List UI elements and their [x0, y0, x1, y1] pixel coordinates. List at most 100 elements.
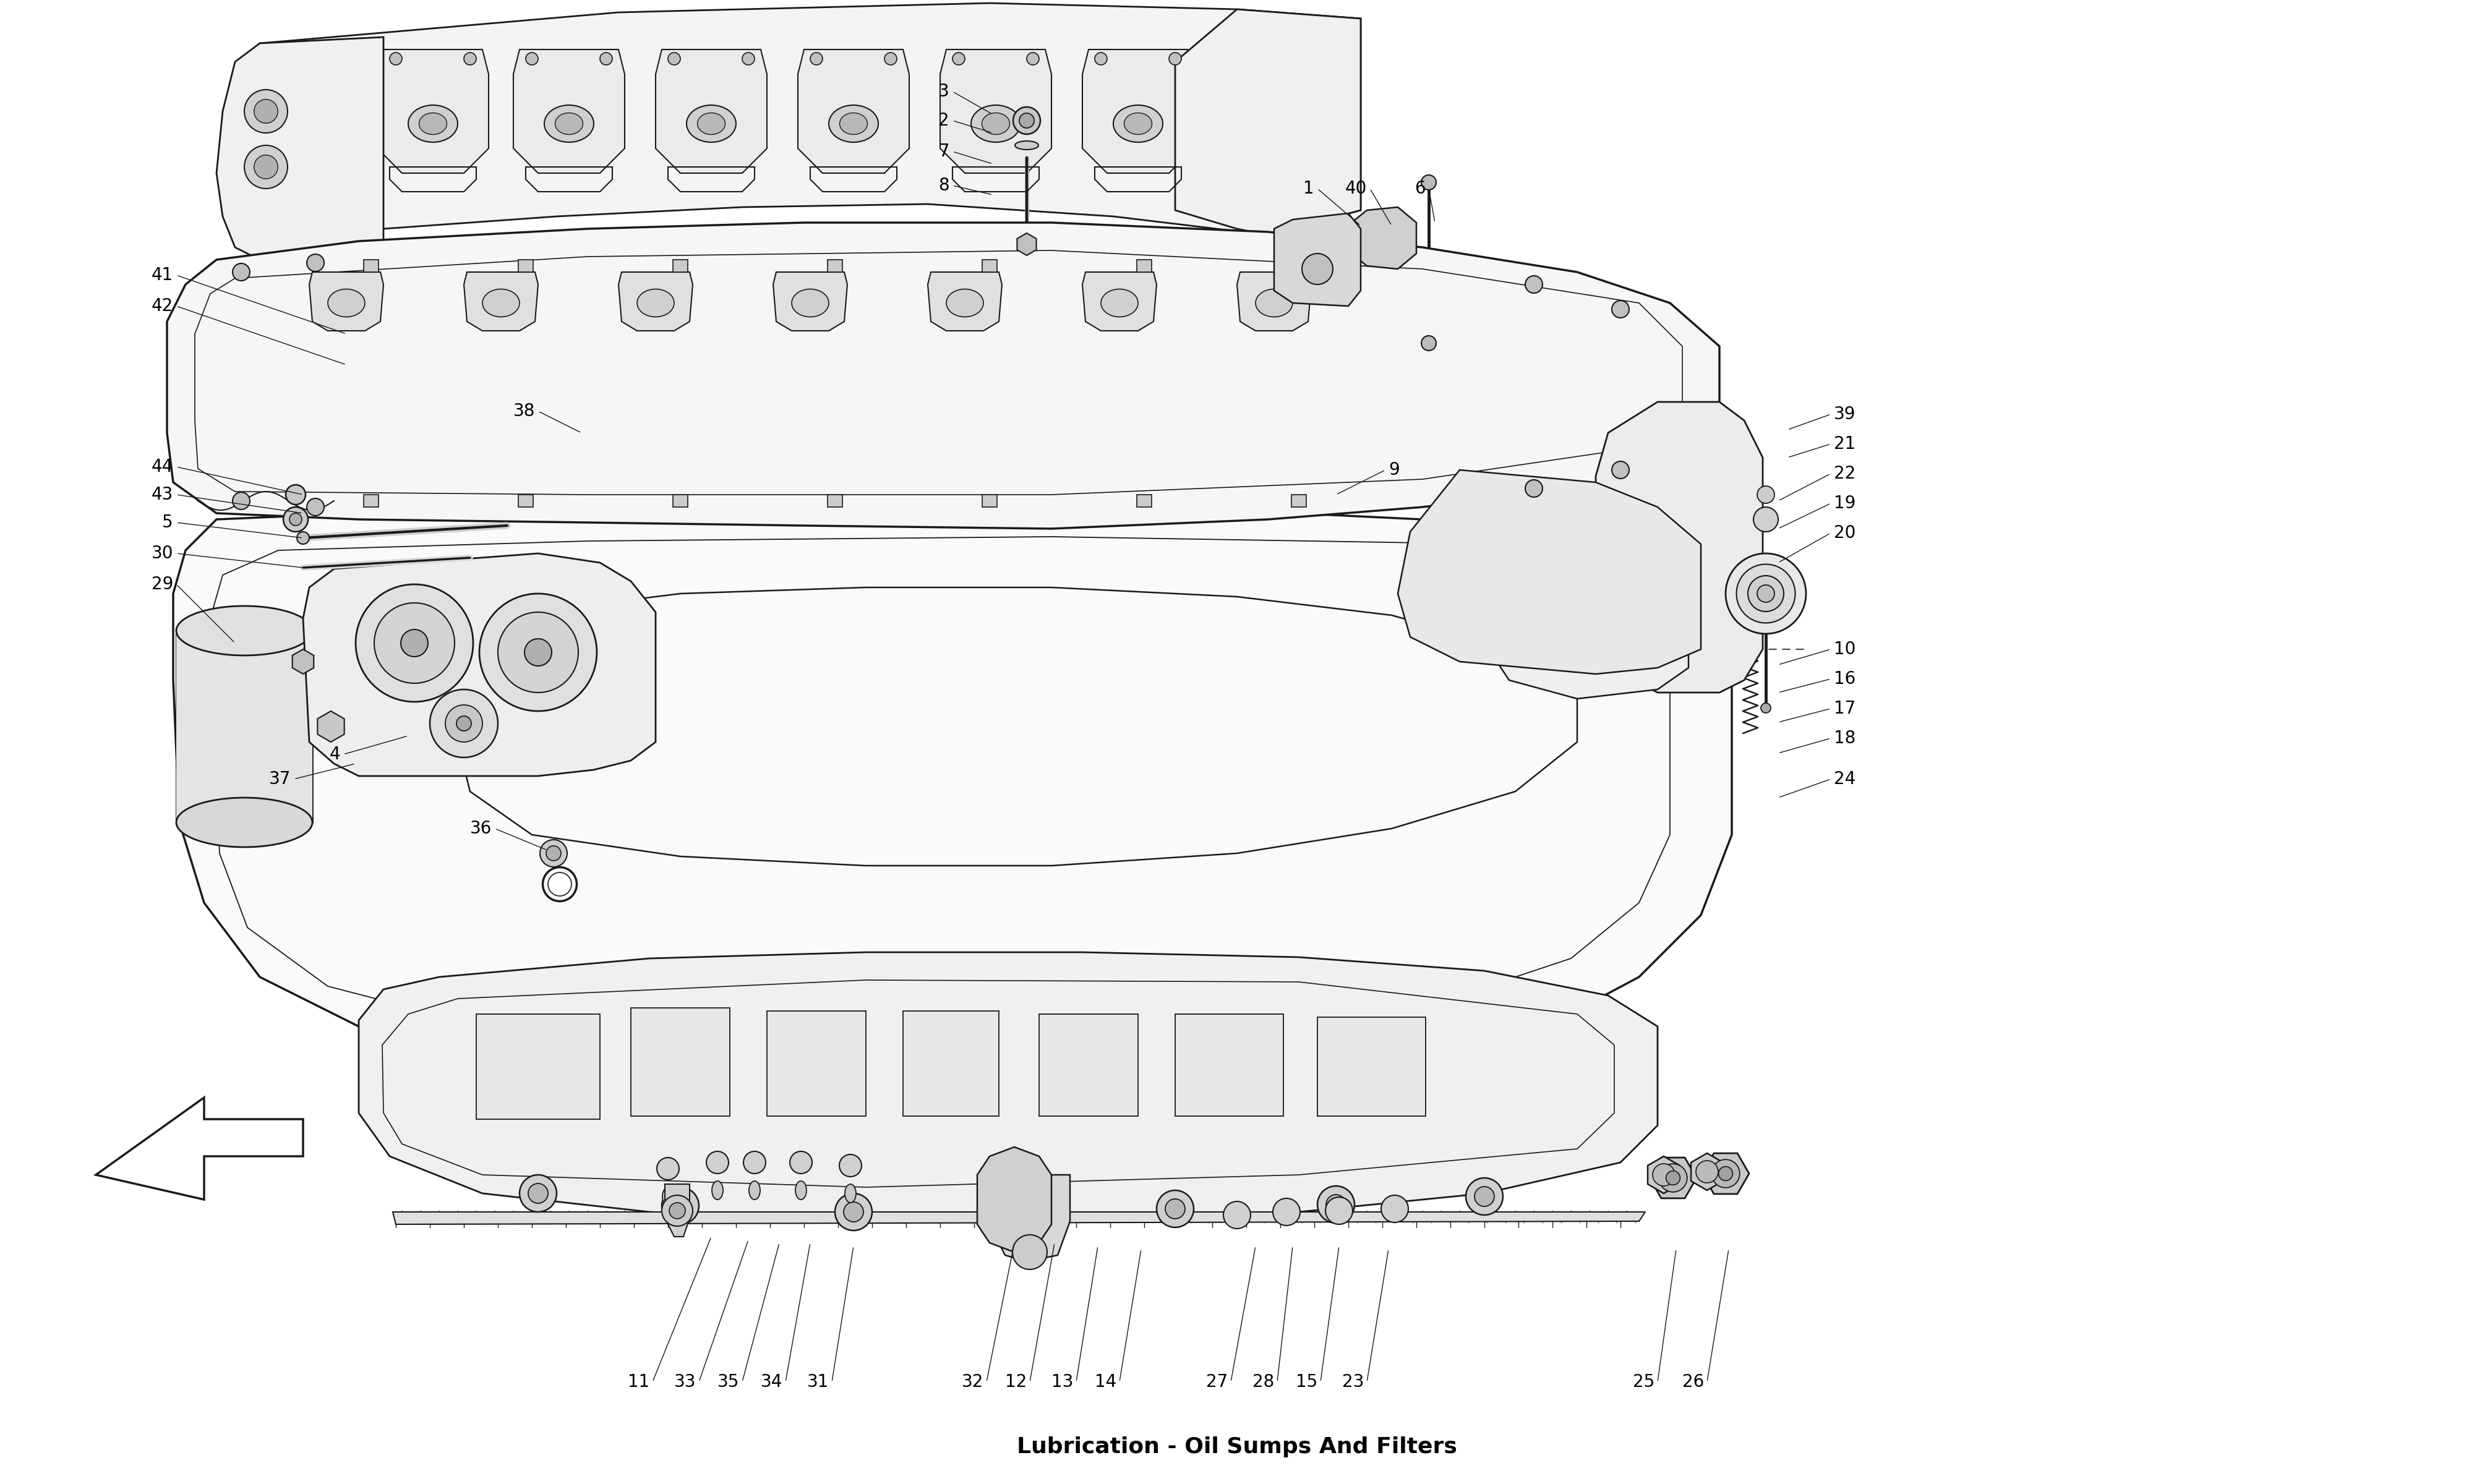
Circle shape	[1222, 1202, 1252, 1229]
Circle shape	[520, 1175, 557, 1212]
Polygon shape	[1274, 214, 1361, 306]
Circle shape	[811, 52, 821, 65]
Circle shape	[255, 154, 277, 180]
Text: 16: 16	[1833, 671, 1856, 687]
Ellipse shape	[327, 289, 366, 318]
Text: 37: 37	[270, 770, 292, 788]
Text: 10: 10	[1833, 641, 1856, 657]
Circle shape	[668, 1202, 685, 1218]
Ellipse shape	[982, 113, 1009, 135]
Circle shape	[663, 1195, 693, 1226]
Polygon shape	[376, 49, 490, 174]
Circle shape	[1465, 1178, 1504, 1215]
Text: 14: 14	[1094, 1373, 1116, 1391]
Polygon shape	[218, 37, 383, 260]
Bar	[520, 260, 534, 272]
Circle shape	[1475, 1187, 1494, 1206]
Polygon shape	[359, 953, 1658, 1221]
Polygon shape	[1398, 470, 1702, 674]
Bar	[1291, 494, 1306, 508]
Text: 22: 22	[1833, 464, 1856, 482]
Text: 43: 43	[151, 485, 173, 503]
Polygon shape	[1017, 233, 1037, 255]
Circle shape	[1420, 335, 1435, 350]
Text: 36: 36	[470, 819, 492, 837]
Circle shape	[1165, 1199, 1185, 1218]
Polygon shape	[1702, 1153, 1749, 1195]
Text: 15: 15	[1296, 1373, 1316, 1391]
Text: 3: 3	[938, 83, 950, 99]
Circle shape	[255, 99, 277, 123]
Circle shape	[445, 705, 482, 742]
Circle shape	[1012, 1235, 1047, 1269]
Circle shape	[1272, 1199, 1301, 1226]
Polygon shape	[96, 1098, 302, 1199]
Circle shape	[708, 1152, 727, 1174]
Ellipse shape	[176, 798, 312, 847]
Bar	[176, 631, 312, 822]
Polygon shape	[515, 49, 623, 174]
Polygon shape	[1650, 1158, 1697, 1198]
Polygon shape	[1692, 1153, 1722, 1190]
Bar	[1138, 494, 1153, 508]
Ellipse shape	[1737, 564, 1796, 623]
Circle shape	[356, 585, 473, 702]
Text: 1: 1	[1304, 180, 1314, 197]
Text: 5: 5	[163, 513, 173, 531]
Circle shape	[289, 513, 302, 525]
Bar	[1291, 260, 1306, 272]
Polygon shape	[465, 272, 539, 331]
Polygon shape	[292, 650, 314, 674]
Polygon shape	[1084, 272, 1158, 331]
Polygon shape	[656, 49, 767, 174]
Bar	[826, 260, 841, 272]
Bar	[826, 494, 841, 508]
Text: 9: 9	[1388, 462, 1400, 478]
Bar	[673, 260, 688, 272]
Bar	[1316, 1017, 1425, 1116]
Circle shape	[245, 89, 287, 134]
Text: 19: 19	[1833, 494, 1856, 512]
Text: 32: 32	[962, 1373, 985, 1391]
Ellipse shape	[797, 1181, 807, 1199]
Circle shape	[886, 52, 896, 65]
Text: 34: 34	[760, 1373, 782, 1391]
Text: 28: 28	[1252, 1373, 1274, 1391]
Text: 24: 24	[1833, 770, 1856, 788]
Circle shape	[1524, 479, 1544, 497]
Text: 6: 6	[1415, 180, 1425, 197]
Polygon shape	[928, 272, 1002, 331]
Ellipse shape	[1014, 141, 1039, 150]
Bar	[364, 494, 379, 508]
Bar	[1039, 1014, 1138, 1116]
Ellipse shape	[750, 1181, 760, 1199]
Circle shape	[836, 1193, 871, 1230]
Ellipse shape	[1101, 289, 1138, 318]
Polygon shape	[990, 1175, 1069, 1261]
Circle shape	[1012, 1201, 1029, 1220]
Circle shape	[1613, 462, 1628, 478]
Circle shape	[524, 52, 539, 65]
Circle shape	[1326, 1198, 1353, 1224]
Circle shape	[1380, 1195, 1408, 1223]
Text: 8: 8	[938, 177, 950, 194]
Circle shape	[1524, 276, 1544, 292]
Polygon shape	[260, 3, 1361, 240]
Bar	[520, 494, 534, 508]
Circle shape	[391, 52, 401, 65]
Text: 42: 42	[151, 297, 173, 315]
Text: 26: 26	[1682, 1373, 1705, 1391]
Circle shape	[599, 52, 614, 65]
Text: 23: 23	[1341, 1373, 1363, 1391]
Circle shape	[233, 493, 250, 509]
Bar	[364, 260, 379, 272]
Circle shape	[1754, 508, 1779, 531]
Circle shape	[282, 508, 307, 531]
Text: 27: 27	[1205, 1373, 1227, 1391]
Ellipse shape	[698, 113, 725, 135]
Polygon shape	[1596, 402, 1761, 693]
Polygon shape	[1175, 9, 1361, 234]
Polygon shape	[666, 1184, 690, 1236]
Bar	[767, 1011, 866, 1116]
Circle shape	[789, 1152, 811, 1174]
